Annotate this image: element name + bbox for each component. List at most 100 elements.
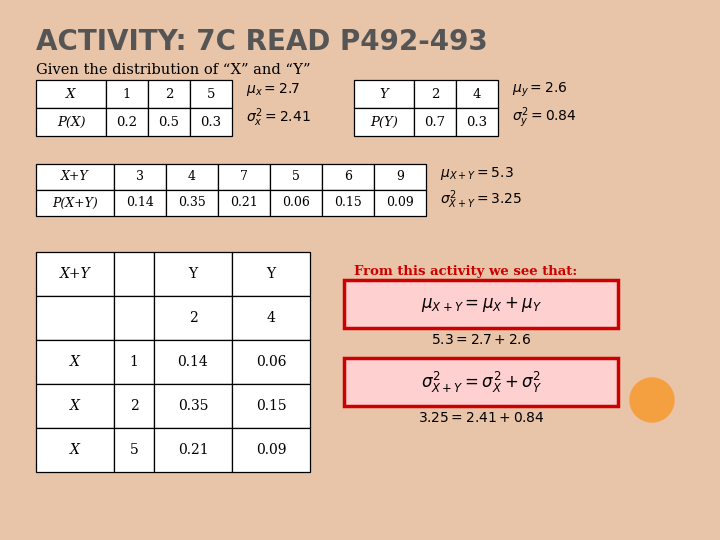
- Text: X: X: [70, 399, 80, 413]
- Text: $\mu_x = 2.7$: $\mu_x = 2.7$: [246, 82, 300, 98]
- Bar: [322, 190, 374, 216]
- Text: 0.3: 0.3: [467, 116, 487, 129]
- FancyBboxPatch shape: [344, 358, 618, 406]
- Text: 1: 1: [130, 355, 138, 369]
- Text: 0.21: 0.21: [230, 197, 258, 210]
- Text: 0.21: 0.21: [178, 443, 208, 457]
- Bar: [218, 190, 270, 216]
- Bar: [456, 80, 498, 108]
- Text: $\mu_{X+Y} = 5.3$: $\mu_{X+Y} = 5.3$: [440, 165, 514, 183]
- Text: $\mu_y = 2.6$: $\mu_y = 2.6$: [512, 81, 567, 99]
- Circle shape: [630, 378, 674, 422]
- Bar: [36, 384, 114, 428]
- Text: $\mu_{X+Y} = \mu_X + \mu_Y$: $\mu_{X+Y} = \mu_X + \mu_Y$: [420, 294, 541, 314]
- Text: 2: 2: [189, 311, 197, 325]
- Bar: [114, 252, 154, 296]
- Text: 2: 2: [431, 87, 439, 100]
- Bar: [36, 80, 106, 108]
- Bar: [36, 252, 114, 296]
- Bar: [36, 190, 114, 216]
- Text: 2: 2: [130, 399, 138, 413]
- Text: 3: 3: [136, 171, 144, 184]
- Bar: [114, 296, 154, 340]
- Text: 1: 1: [123, 87, 131, 100]
- Text: 6: 6: [344, 171, 352, 184]
- Text: 0.14: 0.14: [126, 197, 154, 210]
- Text: P(Y): P(Y): [370, 116, 398, 129]
- Bar: [374, 190, 426, 216]
- Text: X+Y: X+Y: [61, 171, 89, 184]
- Bar: [354, 80, 414, 108]
- Text: 0.7: 0.7: [424, 116, 446, 129]
- Text: 0.35: 0.35: [178, 399, 208, 413]
- Bar: [154, 296, 232, 340]
- Bar: [114, 340, 154, 384]
- Bar: [270, 164, 322, 190]
- Text: 0.06: 0.06: [282, 197, 310, 210]
- Text: 4: 4: [473, 87, 481, 100]
- Text: 0.06: 0.06: [256, 355, 287, 369]
- Text: 0.3: 0.3: [200, 116, 222, 129]
- Bar: [270, 190, 322, 216]
- Text: 4: 4: [188, 171, 196, 184]
- Bar: [190, 108, 232, 136]
- Text: Given the distribution of “X” and “Y”: Given the distribution of “X” and “Y”: [36, 63, 310, 77]
- Bar: [456, 108, 498, 136]
- Text: P(X): P(X): [57, 116, 85, 129]
- Bar: [232, 340, 310, 384]
- Bar: [322, 164, 374, 190]
- FancyBboxPatch shape: [344, 280, 618, 328]
- Bar: [154, 428, 232, 472]
- Bar: [414, 108, 456, 136]
- Bar: [148, 108, 190, 136]
- Bar: [36, 340, 114, 384]
- Bar: [114, 384, 154, 428]
- Bar: [166, 190, 218, 216]
- Text: 5: 5: [207, 87, 215, 100]
- Text: 0.15: 0.15: [334, 197, 362, 210]
- Text: 5: 5: [292, 171, 300, 184]
- Bar: [114, 190, 166, 216]
- Text: $5.3 = 2.7 + 2.6$: $5.3 = 2.7 + 2.6$: [431, 333, 531, 347]
- Bar: [232, 428, 310, 472]
- Text: 4: 4: [266, 311, 276, 325]
- Bar: [36, 108, 106, 136]
- Text: 0.2: 0.2: [117, 116, 138, 129]
- Bar: [114, 428, 154, 472]
- Bar: [148, 80, 190, 108]
- Bar: [154, 252, 232, 296]
- Bar: [232, 252, 310, 296]
- Text: 0.09: 0.09: [386, 197, 414, 210]
- Bar: [106, 108, 148, 136]
- Text: Y: Y: [189, 267, 197, 281]
- Text: X: X: [70, 443, 80, 457]
- Bar: [36, 164, 114, 190]
- Text: Y: Y: [266, 267, 276, 281]
- Bar: [36, 428, 114, 472]
- Text: From this activity we see that:: From this activity we see that:: [354, 265, 577, 278]
- Text: 7: 7: [240, 171, 248, 184]
- Bar: [218, 164, 270, 190]
- Bar: [154, 340, 232, 384]
- Text: 0.09: 0.09: [256, 443, 287, 457]
- Text: P(X+Y): P(X+Y): [52, 197, 98, 210]
- Text: X+Y: X+Y: [60, 267, 90, 281]
- Text: $\sigma_y^2 = 0.84$: $\sigma_y^2 = 0.84$: [512, 106, 577, 130]
- Bar: [414, 80, 456, 108]
- Text: 0.14: 0.14: [178, 355, 208, 369]
- Text: 9: 9: [396, 171, 404, 184]
- Bar: [166, 164, 218, 190]
- Bar: [114, 164, 166, 190]
- Text: 0.15: 0.15: [256, 399, 287, 413]
- Text: 5: 5: [130, 443, 138, 457]
- Text: X: X: [66, 87, 76, 100]
- Bar: [374, 164, 426, 190]
- Bar: [232, 296, 310, 340]
- Text: 2: 2: [165, 87, 174, 100]
- Bar: [190, 80, 232, 108]
- Text: $\sigma_x^2 = 2.41$: $\sigma_x^2 = 2.41$: [246, 107, 311, 129]
- Text: ACTIVITY: 7C READ P492-493: ACTIVITY: 7C READ P492-493: [36, 28, 487, 56]
- Text: Y: Y: [379, 87, 388, 100]
- Text: 0.5: 0.5: [158, 116, 179, 129]
- Bar: [36, 296, 114, 340]
